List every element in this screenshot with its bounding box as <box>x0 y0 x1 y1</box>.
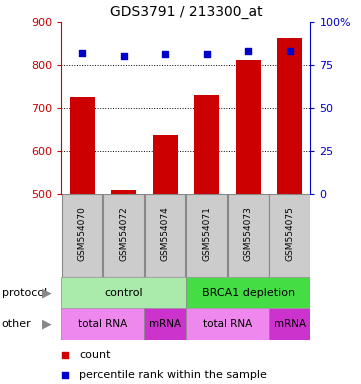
Bar <box>194 95 219 194</box>
Bar <box>228 194 269 277</box>
Text: total RNA: total RNA <box>203 319 252 329</box>
Bar <box>144 308 186 340</box>
Text: GSM554075: GSM554075 <box>285 207 294 262</box>
Text: ▶: ▶ <box>42 318 51 331</box>
Text: GSM554072: GSM554072 <box>119 207 128 261</box>
Text: total RNA: total RNA <box>78 319 127 329</box>
Bar <box>62 194 103 277</box>
Text: count: count <box>79 350 111 360</box>
Bar <box>103 194 144 277</box>
Text: GSM554070: GSM554070 <box>78 207 87 262</box>
Bar <box>186 277 310 308</box>
Text: ▶: ▶ <box>42 286 51 299</box>
Point <box>204 51 209 58</box>
Bar <box>153 135 178 194</box>
Bar <box>186 194 227 277</box>
Point <box>245 48 251 54</box>
Text: GSM554071: GSM554071 <box>202 207 211 262</box>
Bar <box>61 308 144 340</box>
Text: control: control <box>104 288 143 298</box>
Bar <box>111 190 136 194</box>
Text: BRCA1 depletion: BRCA1 depletion <box>202 288 295 298</box>
Text: mRNA: mRNA <box>274 319 306 329</box>
Bar <box>269 308 310 340</box>
Bar <box>145 194 186 277</box>
Title: GDS3791 / 213300_at: GDS3791 / 213300_at <box>110 5 262 19</box>
Text: percentile rank within the sample: percentile rank within the sample <box>79 370 267 380</box>
Point <box>79 50 85 56</box>
Point <box>121 53 126 59</box>
Text: GSM554074: GSM554074 <box>161 207 170 261</box>
Bar <box>186 308 269 340</box>
Point <box>162 51 168 58</box>
Bar <box>70 97 95 194</box>
Bar <box>236 60 261 194</box>
Point <box>287 48 292 54</box>
Bar <box>277 38 302 194</box>
Bar <box>61 277 186 308</box>
Text: mRNA: mRNA <box>149 319 181 329</box>
Text: other: other <box>2 319 31 329</box>
Text: GSM554073: GSM554073 <box>244 207 253 262</box>
Bar <box>269 194 310 277</box>
Text: protocol: protocol <box>2 288 47 298</box>
